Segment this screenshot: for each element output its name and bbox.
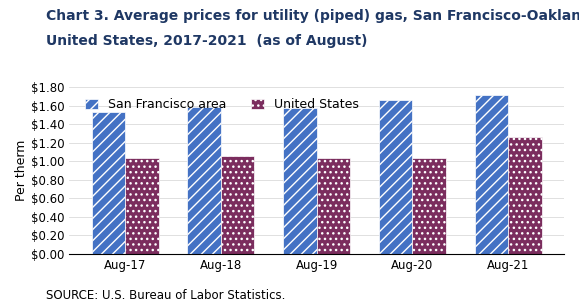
Bar: [91, 112, 125, 254]
Bar: [188, 107, 221, 254]
Bar: [317, 157, 350, 254]
Legend: San Francisco area, United States: San Francisco area, United States: [80, 93, 364, 116]
Y-axis label: Per therm: Per therm: [15, 140, 28, 201]
Bar: [508, 137, 541, 254]
Text: United States, 2017-2021  (as of August): United States, 2017-2021 (as of August): [46, 34, 368, 48]
Text: Chart 3. Average prices for utility (piped) gas, San Francisco-Oakland-Hayward a: Chart 3. Average prices for utility (pip…: [46, 9, 579, 23]
Bar: [283, 108, 317, 254]
Bar: [221, 156, 254, 254]
Bar: [412, 157, 446, 254]
Bar: [379, 100, 412, 254]
Bar: [125, 158, 159, 254]
Text: SOURCE: U.S. Bureau of Labor Statistics.: SOURCE: U.S. Bureau of Labor Statistics.: [46, 289, 285, 302]
Bar: [475, 95, 508, 254]
